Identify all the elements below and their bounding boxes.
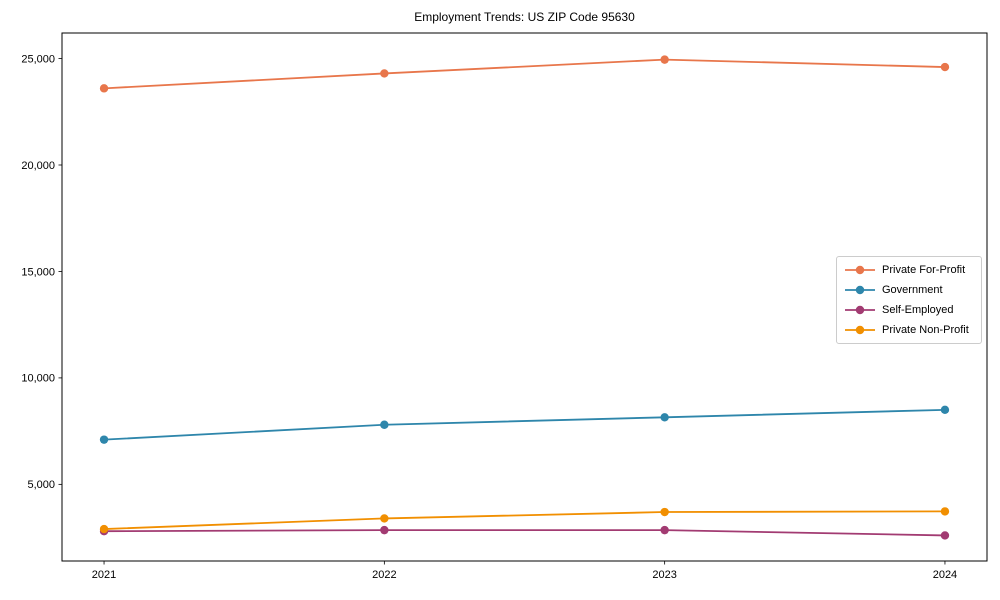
x-tick-label: 2022 xyxy=(372,569,396,581)
plot-border xyxy=(61,32,988,562)
data-point xyxy=(660,55,669,64)
data-point xyxy=(940,405,950,415)
legend-item: Private For-Profit xyxy=(845,260,975,280)
legend-label: Private Non-Profit xyxy=(882,324,969,336)
data-point xyxy=(940,531,950,540)
legend-item: Private Non-Profit xyxy=(845,320,975,340)
legend-item: Self-Employed xyxy=(845,300,975,320)
series-line xyxy=(104,529,945,537)
y-tick-label: 25,000 xyxy=(21,53,55,65)
data-point xyxy=(660,413,669,422)
data-point xyxy=(380,69,389,78)
chart-title: Employment Trends: US ZIP Code 95630 xyxy=(414,10,635,24)
legend-marker-icon xyxy=(845,325,875,335)
data-point xyxy=(99,84,109,93)
data-point xyxy=(660,525,669,535)
x-tick-label: 2024 xyxy=(933,569,957,581)
legend-item: Government xyxy=(845,280,975,300)
legend-marker-icon xyxy=(845,305,875,315)
data-point xyxy=(380,420,389,429)
data-point xyxy=(660,507,669,517)
y-tick-label: 20,000 xyxy=(21,160,55,172)
data-point xyxy=(940,62,950,72)
legend-label: Private For-Profit xyxy=(882,264,966,276)
legend: Private For-Profit Government Self-Employe… xyxy=(836,256,982,344)
data-point xyxy=(380,525,389,535)
legend-marker-icon xyxy=(845,285,875,295)
x-tick-label: 2023 xyxy=(652,569,676,581)
data-point xyxy=(99,435,109,444)
data-point xyxy=(380,514,389,523)
y-tick-label: 5,000 xyxy=(27,479,55,491)
series-line xyxy=(103,408,945,441)
legend-label: Self-Employed xyxy=(882,304,954,316)
legend-marker-icon xyxy=(845,265,875,275)
y-tick-label: 10,000 xyxy=(21,373,55,385)
x-tick-label: 2021 xyxy=(92,569,116,581)
data-point xyxy=(940,507,950,516)
data-point xyxy=(99,524,109,534)
y-tick-label: 15,000 xyxy=(21,266,55,278)
series-line xyxy=(104,510,945,530)
series-line xyxy=(103,58,945,90)
legend-label: Government xyxy=(882,284,943,296)
